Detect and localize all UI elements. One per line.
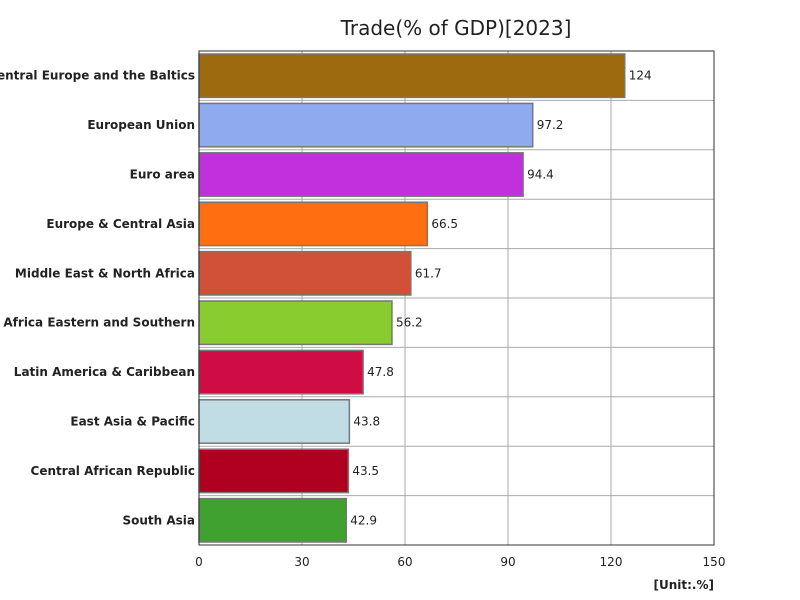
value-label: 94.4 bbox=[527, 168, 554, 182]
x-tick-label: 0 bbox=[195, 555, 203, 569]
x-tick-label: 30 bbox=[294, 555, 309, 569]
value-label: 43.5 bbox=[352, 464, 379, 478]
value-label: 124 bbox=[629, 69, 652, 83]
category-label: European Union bbox=[87, 118, 195, 132]
category-label: Europe & Central Asia bbox=[46, 217, 195, 231]
x-tick-label: 60 bbox=[397, 555, 412, 569]
bar bbox=[198, 448, 350, 494]
value-label: 42.9 bbox=[350, 513, 377, 527]
plot-frame bbox=[198, 50, 715, 546]
bar bbox=[198, 102, 534, 148]
bar bbox=[198, 53, 626, 99]
x-tick-label: 150 bbox=[703, 555, 726, 569]
category-label: Africa Eastern and Southern bbox=[3, 316, 195, 330]
value-label: 97.2 bbox=[537, 118, 564, 132]
x-tick-label: 90 bbox=[500, 555, 515, 569]
category-label: Middle East & North Africa bbox=[15, 266, 195, 280]
category-label: South Asia bbox=[122, 513, 195, 527]
category-label: Euro area bbox=[130, 168, 195, 182]
value-label: 56.2 bbox=[396, 316, 423, 330]
chart-title: Trade(% of GDP)[2023] bbox=[340, 16, 572, 40]
x-tick-label: 120 bbox=[600, 555, 623, 569]
category-label: East Asia & Pacific bbox=[70, 415, 195, 429]
category-label: Central African Republic bbox=[31, 464, 195, 478]
bar bbox=[198, 300, 393, 346]
value-label: 66.5 bbox=[431, 217, 458, 231]
bar bbox=[198, 250, 412, 296]
bars-layer bbox=[198, 53, 626, 543]
bar bbox=[198, 349, 364, 395]
value-label: 47.8 bbox=[367, 365, 394, 379]
category-label: Latin America & Caribbean bbox=[14, 365, 195, 379]
category-label: Central Europe and the Baltics bbox=[0, 69, 195, 83]
unit-label: [Unit:.%] bbox=[654, 578, 715, 592]
value-label: 43.8 bbox=[353, 415, 380, 429]
bar bbox=[198, 399, 351, 444]
bar bbox=[198, 152, 524, 197]
value-label: 61.7 bbox=[415, 266, 442, 280]
ticks-layer: 0 30 60 90 120 150 bbox=[195, 555, 725, 569]
bar bbox=[198, 497, 348, 543]
bar bbox=[198, 201, 429, 247]
labels-layer: Central Europe and the Baltics 124 Europea… bbox=[0, 69, 652, 528]
